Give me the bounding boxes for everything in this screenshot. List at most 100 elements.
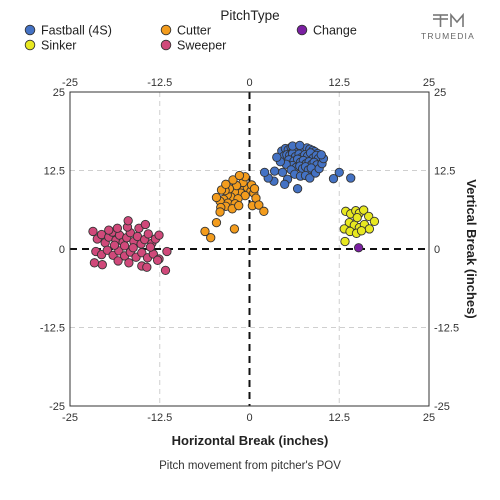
trumedia-logo: TRUMEDIA <box>421 12 475 41</box>
data-point <box>137 248 147 258</box>
data-point <box>145 242 156 252</box>
data-point <box>353 243 364 253</box>
data-point <box>109 240 120 250</box>
legend-entry: Change <box>296 24 357 38</box>
data-point <box>254 200 264 210</box>
data-point <box>211 192 222 203</box>
x-tick-label-top: 0 <box>246 77 252 89</box>
zero-lines <box>70 92 429 406</box>
legend-marker <box>24 24 36 36</box>
x-tick-label-bottom: -25 <box>62 412 78 424</box>
y-tick-label-left: -25 <box>49 401 65 413</box>
data-point <box>128 243 138 253</box>
legend-marker <box>296 24 308 36</box>
data-point <box>295 140 305 151</box>
legend-entry: Sweeper <box>160 39 226 53</box>
y-tick-label-left: 0 <box>59 244 65 256</box>
data-point <box>113 256 123 266</box>
x-tick-label-top: 25 <box>423 77 435 89</box>
y-tick-label-right: 12.5 <box>434 166 455 178</box>
data-point <box>221 179 231 189</box>
data-point <box>124 258 134 268</box>
chart-caption: Pitch movement from pitcher's POV <box>159 460 341 472</box>
series-sinker <box>339 205 380 247</box>
data-point <box>123 216 133 226</box>
data-point <box>316 150 326 160</box>
legend-label: Sinker <box>41 39 76 53</box>
legend-marker <box>160 24 172 36</box>
data-point <box>97 260 107 270</box>
legend-label: Sweeper <box>177 39 226 53</box>
data-point <box>280 179 290 189</box>
data-point <box>206 233 216 243</box>
data-point <box>305 173 315 183</box>
data-point <box>346 173 356 183</box>
data-point <box>272 152 282 162</box>
series-cutter <box>200 170 269 243</box>
data-point <box>356 226 367 236</box>
y-tick-label-right: 0 <box>434 244 440 256</box>
data-point <box>140 219 151 230</box>
data-point <box>119 241 130 251</box>
x-tick-label-top: -12.5 <box>147 77 172 89</box>
data-point <box>152 255 163 265</box>
x-tick-label-bottom: -12.5 <box>147 412 172 424</box>
legend-marker <box>160 39 172 51</box>
data-point <box>89 258 100 268</box>
data-point <box>104 225 114 235</box>
legend-entry: Sinker <box>24 39 76 53</box>
series-sweeper <box>88 216 172 276</box>
data-point <box>160 265 171 276</box>
x-tick-label-bottom: 25 <box>423 412 435 424</box>
data-point <box>340 236 350 247</box>
y-tick-label-left: 25 <box>53 87 65 99</box>
data-point <box>259 206 269 216</box>
y-axis-title: Vertical Break (inches) <box>464 179 479 318</box>
data-point <box>292 184 303 194</box>
trumedia-wordmark: TRUMEDIA <box>421 31 475 41</box>
legend-label: Change <box>313 24 357 38</box>
data-points <box>88 140 380 276</box>
trumedia-logo-mark <box>433 12 464 27</box>
data-point <box>142 262 152 272</box>
y-tick-label-left: -12.5 <box>40 323 65 335</box>
series-fastball-4s <box>259 140 356 194</box>
data-point <box>359 205 369 215</box>
data-point <box>143 229 153 239</box>
data-point <box>112 223 123 233</box>
x-tick-label-bottom: 0 <box>246 412 252 424</box>
x-tick-label-top: 12.5 <box>329 77 350 89</box>
data-point <box>277 167 288 178</box>
legend-label: Cutter <box>177 24 211 38</box>
data-point <box>228 175 238 185</box>
data-point <box>249 184 260 194</box>
data-point <box>352 212 362 223</box>
data-point <box>211 217 222 228</box>
y-tick-label-right: -12.5 <box>434 323 459 335</box>
series-change <box>353 243 364 253</box>
data-point <box>364 211 374 221</box>
data-point <box>229 224 240 234</box>
y-tick-label-left: 12.5 <box>44 166 65 178</box>
data-point <box>200 226 210 237</box>
data-point <box>215 207 225 217</box>
y-tick-label-right: -25 <box>434 401 450 413</box>
legend: PitchType Fastball (4S) Cutter Change Sinke… <box>24 8 357 53</box>
legend-entry: Cutter <box>160 24 211 38</box>
data-point <box>369 216 380 227</box>
data-point <box>162 246 172 257</box>
data-point <box>88 226 98 237</box>
y-tick-label-right: 25 <box>434 87 446 99</box>
data-point <box>234 201 244 211</box>
legend-entry: Fastball (4S) <box>24 24 112 38</box>
plot-frame <box>69 91 430 407</box>
data-point <box>102 245 112 255</box>
x-tick-label-top: -25 <box>62 77 78 89</box>
data-point <box>154 230 164 240</box>
data-point <box>334 167 344 178</box>
data-point <box>234 170 245 181</box>
x-axis-title: Horizontal Break (inches) <box>172 433 329 448</box>
legend-label: Fastball (4S) <box>41 24 112 38</box>
